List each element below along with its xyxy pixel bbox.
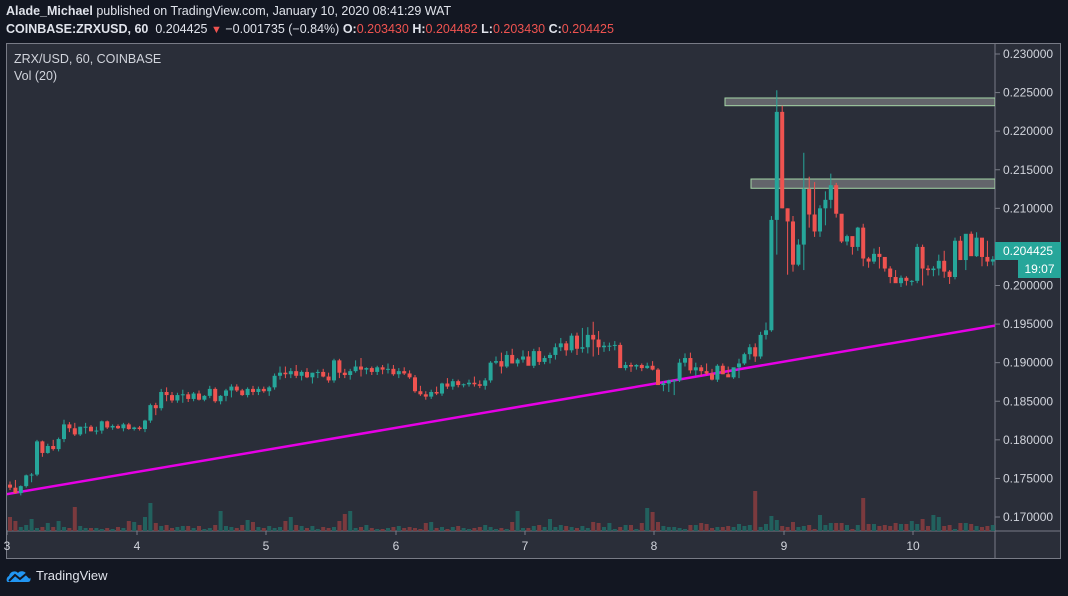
time-tick-label: 8 — [651, 539, 658, 553]
price-axis[interactable]: 0.230000 0.225000 0.220000 0.215000 0.210000… — [995, 47, 1053, 524]
plot-area[interactable] — [6, 90, 1000, 531]
volume-bars — [8, 491, 995, 531]
last-price-tag: 0.204425 — [995, 242, 1061, 261]
price-tick-label: 0.225000 — [1003, 86, 1053, 100]
tradingview-brand[interactable]: TradingView — [6, 568, 108, 583]
symbol-label: COINBASE:ZRXUSD, 60 — [6, 22, 149, 36]
price-tick-label: 0.190000 — [1003, 356, 1053, 370]
price-tick-label: 0.220000 — [1003, 124, 1053, 138]
open-value: 0.203430 — [356, 22, 409, 36]
publish-line: Alade_Michael published on TradingView.c… — [6, 2, 614, 20]
open-label: O: — [342, 22, 357, 36]
price-tick-label: 0.185000 — [1003, 394, 1053, 408]
price-tick-label: 0.210000 — [1003, 201, 1053, 215]
high-value: 0.204482 — [425, 22, 478, 36]
series-legend[interactable]: ZRX/USD, 60, COINBASE — [14, 52, 162, 66]
time-tick-label: 6 — [393, 539, 400, 553]
publish-header: Alade_Michael published on TradingView.c… — [6, 2, 614, 39]
price-tick-label: 0.200000 — [1003, 279, 1053, 293]
time-axis[interactable]: 3 4 5 6 7 8 9 10 — [4, 531, 920, 553]
high-label: H: — [412, 22, 426, 36]
time-tick-label: 4 — [134, 539, 141, 553]
published-text: published on TradingView.com, January 10… — [96, 4, 452, 18]
last-price: 0.204425 — [155, 22, 208, 36]
price-tick-label: 0.230000 — [1003, 47, 1053, 61]
time-tick-label: 7 — [522, 539, 529, 553]
time-tick-label: 9 — [781, 539, 788, 553]
candles — [8, 90, 995, 496]
close-value: 0.204425 — [561, 22, 614, 36]
ohlc-line: COINBASE:ZRXUSD, 60 0.204425 ▼ −0.001735… — [6, 20, 614, 39]
low-label: L: — [481, 22, 493, 36]
triangle-down-icon: ▼ — [210, 24, 222, 36]
resistance-zone[interactable] — [724, 97, 995, 107]
support-trendline[interactable] — [6, 324, 995, 496]
chart-legend: ZRX/USD, 60, COINBASE Vol (20) — [14, 51, 161, 85]
time-tick-label: 10 — [906, 539, 920, 553]
price-tick-label: 0.195000 — [1003, 317, 1053, 331]
bar-countdown-tag: 19:07 — [1018, 260, 1061, 279]
volume-legend[interactable]: Vol (20) — [14, 69, 58, 83]
chart-panel[interactable] — [6, 43, 1061, 559]
time-tick-label: 3 — [4, 539, 11, 553]
author-name[interactable]: Alade_Michael — [6, 4, 93, 18]
low-value: 0.203430 — [492, 22, 546, 36]
price-change: −0.001735 (−0.84%) — [225, 22, 340, 36]
price-tick-label: 0.175000 — [1003, 471, 1053, 485]
price-tick-label: 0.180000 — [1003, 433, 1053, 447]
brand-name: TradingView — [36, 568, 108, 583]
price-tick-label: 0.170000 — [1003, 510, 1053, 524]
tradingview-cloud-icon — [6, 570, 31, 582]
resistance-zone[interactable] — [750, 178, 995, 189]
time-tick-label: 5 — [263, 539, 270, 553]
price-tick-label: 0.215000 — [1003, 163, 1053, 177]
close-label: C: — [548, 22, 562, 36]
